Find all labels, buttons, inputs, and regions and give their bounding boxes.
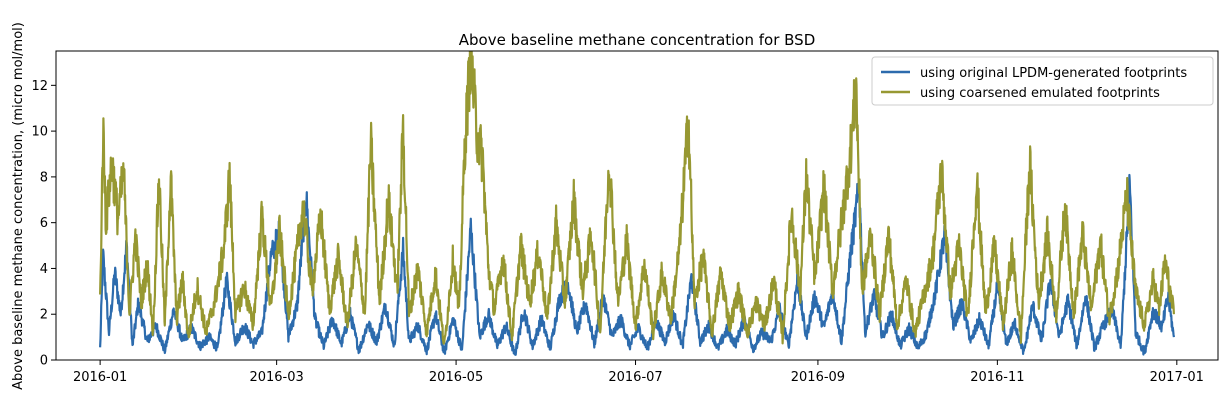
x-tick-label: 2016-09 <box>791 370 845 385</box>
x-tick-label: 2016-01 <box>73 370 127 385</box>
y-tick-label: 10 <box>31 125 48 140</box>
y-tick-label: 0 <box>40 354 48 369</box>
x-tick-label: 2017-01 <box>1150 370 1204 385</box>
legend-label-emulated: using coarsened emulated footprints <box>920 86 1160 101</box>
chart-title: Above baseline methane concentration for… <box>459 31 816 49</box>
legend-label-original: using original LPDM-generated footprints <box>920 66 1187 81</box>
series-layer <box>99 51 1175 356</box>
y-tick-label: 4 <box>40 262 48 277</box>
y-tick-label: 12 <box>31 79 48 94</box>
legend: using original LPDM-generated footprints… <box>871 56 1214 106</box>
x-tick-label: 2016-03 <box>249 370 303 385</box>
axes-layer: 0 2 4 6 8 10 12 2016-01 2016-03 2016-05 2016-07 201… <box>31 50 1219 385</box>
x-tick-label: 2016-05 <box>429 370 483 385</box>
x-tick-label: 2016-11 <box>970 370 1024 385</box>
x-tick-label: 2016-07 <box>608 370 662 385</box>
y-tick-label: 8 <box>40 170 48 185</box>
plot-frame <box>55 50 1219 361</box>
y-tick-label: 6 <box>40 216 48 231</box>
y-axis-label: Above baseline methane concentration, (m… <box>11 22 26 390</box>
legend-frame <box>871 56 1214 106</box>
series-line-emulated <box>99 51 1175 345</box>
y-tick-label: 2 <box>40 308 48 323</box>
